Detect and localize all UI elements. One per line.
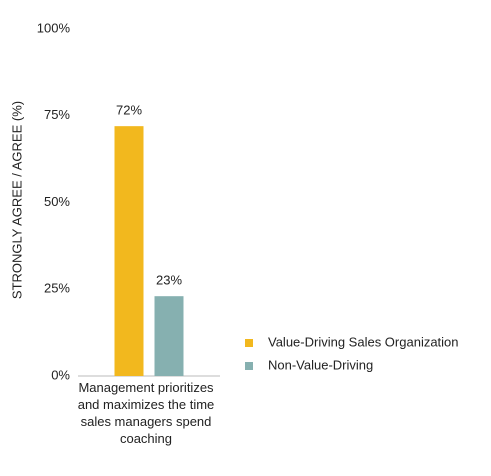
bar	[114, 126, 144, 376]
y-axis-label: STRONGLY AGREE / AGREE (%)	[9, 101, 24, 299]
x-tick-label: Management prioritizes and maximizes the…	[77, 380, 215, 446]
legend-label: Non-Value-Driving	[268, 357, 373, 372]
y-tick-label: 75%	[44, 107, 70, 122]
y-tick-label: 0%	[51, 367, 70, 382]
data-label: 72%	[116, 103, 142, 118]
y-tick-label: 100%	[37, 20, 71, 35]
y-tick-label: 25%	[44, 281, 70, 296]
legend-swatch	[245, 362, 253, 370]
y-tick-label: 50%	[44, 194, 70, 209]
legend-swatch	[245, 339, 253, 347]
data-label: 23%	[156, 273, 182, 288]
legend-label: Value-Driving Sales Organization	[268, 334, 459, 349]
bar	[154, 296, 184, 376]
